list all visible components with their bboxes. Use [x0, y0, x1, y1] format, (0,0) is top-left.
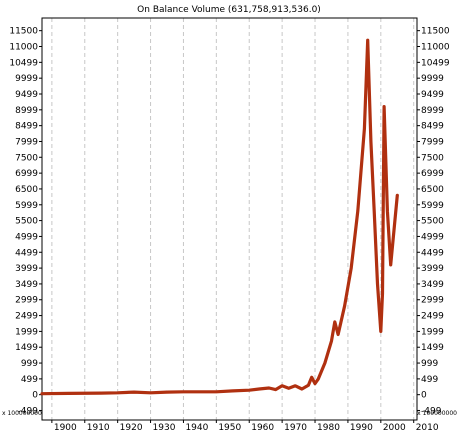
- y-tick-label-right: 2999: [421, 296, 444, 306]
- x-tick-label: 2010: [416, 423, 439, 432]
- y-tick-label-left: 11500: [9, 27, 38, 37]
- x-tick-label: 1950: [218, 423, 241, 432]
- x-tick-label: 1970: [284, 423, 307, 432]
- y-tick-label-left: 499: [21, 375, 38, 385]
- y-tick-label-left: 2999: [15, 296, 38, 306]
- y-tick-label-left: 11000: [9, 42, 38, 52]
- y-tick-label-right: 4499: [421, 248, 444, 258]
- y-tick-label-right: 8999: [421, 106, 444, 116]
- x-tick-label: 1910: [87, 423, 110, 432]
- y-tick-label-left: 8999: [15, 106, 38, 116]
- y-tick-label-right: 9999: [421, 74, 444, 84]
- y-tick-label-left: 2499: [15, 312, 38, 322]
- y-tick-label-left: 5500: [15, 217, 38, 227]
- y-tick-label-right: 5999: [421, 201, 444, 211]
- y-tick-label-left: 1999: [15, 327, 38, 337]
- y-tick-label-left: 7500: [15, 153, 38, 163]
- plot-frame: [41, 17, 418, 421]
- x-tick-label: 1900: [54, 423, 77, 432]
- y-tick-label-left: 3999: [15, 264, 38, 274]
- y-tick-label-right: 9499: [421, 90, 444, 100]
- y-tick-label-right: 7500: [421, 153, 444, 163]
- y-tick-label-left: 10499: [9, 58, 38, 68]
- y-tick-label-right: 3499: [421, 280, 444, 290]
- y-tick-label-right: 5500: [421, 217, 444, 227]
- x-axis: 1900 1910 1920 1930 1940 1950 1960 1970 1980 1990…: [51, 420, 439, 432]
- y-tick-label-left: 5999: [15, 201, 38, 211]
- y-tick-label-right: -499: [421, 406, 442, 416]
- x-tick-label: 1990: [350, 423, 373, 432]
- y-tick-label-left: 4999: [15, 232, 38, 242]
- y-tick-label-right: 2499: [421, 312, 444, 322]
- y-axis-left: -499 0 499 999 1499 1999 2499 2999 3499 3999 4499 4…: [9, 27, 42, 416]
- y-tick-label-left: 6500: [15, 185, 38, 195]
- y-tick-label-left: 3499: [15, 280, 38, 290]
- y-tick-label-left: 9999: [15, 74, 38, 84]
- y-tick-label-right: 10499: [421, 58, 450, 68]
- y-axis-right: -499 0 499 999 1499 1999 2499 2999 3499 3999 4499 4…: [417, 27, 450, 416]
- y-tick-label-right: 6500: [421, 185, 444, 195]
- y-tick-label-left: 6999: [15, 169, 38, 179]
- x-tick-label: 1960: [251, 423, 274, 432]
- x-tick-label: 1930: [153, 423, 176, 432]
- y-tick-label-right: 6999: [421, 169, 444, 179]
- y-multiplier-right: x 100000000: [417, 410, 457, 417]
- y-tick-label-right: 0: [421, 391, 427, 401]
- y-tick-label-right: 499: [421, 375, 438, 385]
- y-tick-label-right: 8499: [421, 122, 444, 132]
- y-tick-label-left: 8499: [15, 122, 38, 132]
- chart-grid: [51, 18, 415, 420]
- x-tick-label: 1980: [317, 423, 340, 432]
- y-tick-label-right: 3999: [421, 264, 444, 274]
- y-tick-label-right: 7999: [421, 137, 444, 147]
- chart-title: On Balance Volume (631,758,913,536.0): [137, 5, 321, 15]
- y-multiplier-left: x 100000000: [2, 410, 42, 417]
- y-tick-label-right: 11000: [421, 42, 450, 52]
- y-tick-label-right: 4999: [421, 232, 444, 242]
- y-tick-label-right: 11500: [421, 27, 450, 37]
- y-tick-label-left: 999: [21, 359, 38, 369]
- y-tick-label-right: 999: [421, 359, 438, 369]
- series-line-obv: [40, 38, 399, 396]
- y-tick-label-right: 1499: [421, 343, 444, 353]
- x-tick-label: 1940: [185, 423, 208, 432]
- y-tick-label-left: 1499: [15, 343, 38, 353]
- y-tick-label-left: 9499: [15, 90, 38, 100]
- y-tick-label-left: 4499: [15, 248, 38, 258]
- y-tick-label-left: 0: [32, 391, 38, 401]
- y-tick-label-right: 1999: [421, 327, 444, 337]
- x-tick-label: 1920: [120, 423, 143, 432]
- y-tick-label-left: -499: [18, 406, 39, 416]
- x-tick-label: 2000: [383, 423, 406, 432]
- y-tick-label-left: 7999: [15, 137, 38, 147]
